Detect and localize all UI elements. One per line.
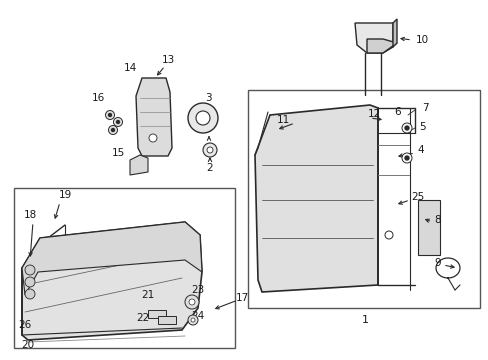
Text: 7: 7 [421, 103, 427, 113]
Text: 8: 8 [434, 215, 440, 225]
Text: 2: 2 [206, 163, 213, 173]
Circle shape [404, 126, 408, 130]
Circle shape [203, 143, 217, 157]
Circle shape [184, 295, 199, 309]
Circle shape [191, 318, 195, 322]
Polygon shape [254, 105, 377, 292]
Text: 23: 23 [191, 285, 204, 295]
Text: 24: 24 [191, 311, 204, 321]
Polygon shape [22, 222, 202, 340]
Polygon shape [22, 222, 202, 295]
Circle shape [404, 156, 408, 160]
Circle shape [196, 111, 209, 125]
Text: 19: 19 [58, 190, 71, 200]
Bar [14, 188, 235, 348]
Circle shape [189, 299, 195, 305]
Text: 3: 3 [204, 93, 211, 103]
Circle shape [401, 123, 411, 133]
Circle shape [384, 231, 392, 239]
Text: 21: 21 [141, 290, 154, 300]
Text: 22: 22 [136, 313, 149, 323]
Bar [247, 90, 479, 308]
Polygon shape [354, 23, 392, 53]
Text: 5: 5 [418, 122, 425, 132]
Circle shape [25, 265, 35, 275]
Circle shape [206, 147, 213, 153]
Bar [148, 310, 165, 318]
Circle shape [105, 111, 114, 120]
Circle shape [108, 113, 111, 117]
Circle shape [25, 289, 35, 299]
Polygon shape [136, 78, 172, 156]
Text: 6: 6 [394, 107, 401, 117]
Text: 20: 20 [21, 340, 35, 350]
Text: 4: 4 [417, 145, 424, 155]
Circle shape [149, 134, 157, 142]
Circle shape [108, 126, 117, 135]
Text: 11: 11 [276, 115, 289, 125]
Circle shape [401, 153, 411, 163]
Polygon shape [392, 19, 396, 47]
Circle shape [187, 103, 218, 133]
Bar [158, 316, 176, 324]
Text: 1: 1 [361, 315, 368, 325]
Text: 26: 26 [19, 320, 32, 330]
Text: 10: 10 [415, 35, 427, 45]
Text: 15: 15 [111, 148, 124, 158]
Text: 17: 17 [235, 293, 248, 303]
Text: 14: 14 [123, 63, 136, 73]
Text: 25: 25 [410, 192, 424, 202]
Polygon shape [130, 155, 148, 175]
Bar [417, 200, 439, 255]
Polygon shape [366, 39, 396, 53]
Text: 9: 9 [434, 258, 440, 268]
Circle shape [187, 315, 198, 325]
Text: 12: 12 [366, 109, 380, 119]
Circle shape [113, 117, 122, 126]
Circle shape [111, 129, 114, 131]
Text: 13: 13 [161, 55, 174, 65]
Circle shape [25, 277, 35, 287]
Text: 18: 18 [23, 210, 37, 220]
Circle shape [116, 121, 119, 123]
Text: 16: 16 [91, 93, 104, 103]
